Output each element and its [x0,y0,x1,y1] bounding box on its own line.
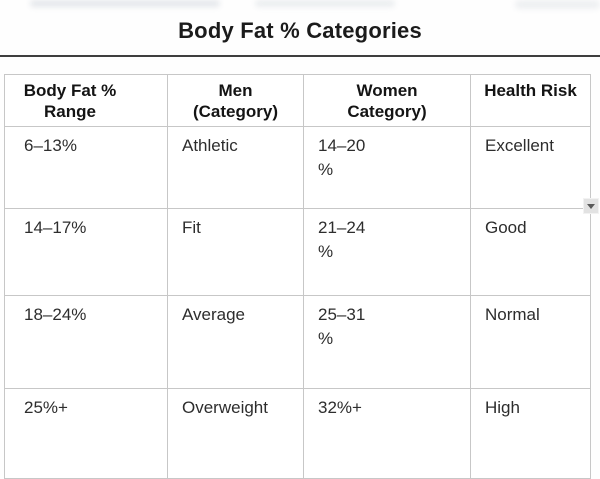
column-header-women-category: Women Category) [303,74,471,127]
cell-health-risk: Normal [470,295,591,389]
cell-body-fat-range: 14–17% [4,208,168,296]
table-row: 18–24% Average 25–31 % Normal [4,295,591,389]
cell-men-category: Athletic [167,126,304,209]
table-header-row: Body Fat % Range Men (Category) Women Ca… [4,74,591,127]
title-divider [0,55,600,57]
cell-women-category: 25–31 % [303,295,471,389]
column-header-men-category: Men (Category) [167,74,304,127]
screen-artifact [255,0,395,7]
cell-women-category: 32%+ [303,388,471,479]
cell-women-category: 21–24 % [303,208,471,296]
cell-health-risk: Good [470,208,591,296]
page-title: Body Fat % Categories [178,18,422,43]
table-row: 25%+ Overweight 32%+ High [4,388,591,479]
table-row: 6–13% Athletic 14–20 % Excellent [4,126,591,209]
column-header-health-risk: Health Risk [470,74,591,127]
cell-health-risk: Excellent [470,126,591,209]
cell-health-risk: High [470,388,591,479]
column-header-body-fat-range: Body Fat % Range [4,74,168,127]
cell-body-fat-range: 18–24% [4,295,168,389]
body-fat-table: Body Fat % Range Men (Category) Women Ca… [4,74,591,479]
cell-men-category: Overweight [167,388,304,479]
table-row: 14–17% Fit 21–24 % Good [4,208,591,296]
screen-artifact [515,0,600,9]
cell-body-fat-range: 25%+ [4,388,168,479]
cell-women-category: 14–20 % [303,126,471,209]
cell-men-category: Fit [167,208,304,296]
screen-artifact [30,0,220,7]
cell-men-category: Average [167,295,304,389]
cell-body-fat-range: 6–13% [4,126,168,209]
scroll-down-button[interactable] [583,198,599,214]
chevron-down-icon [587,203,595,209]
